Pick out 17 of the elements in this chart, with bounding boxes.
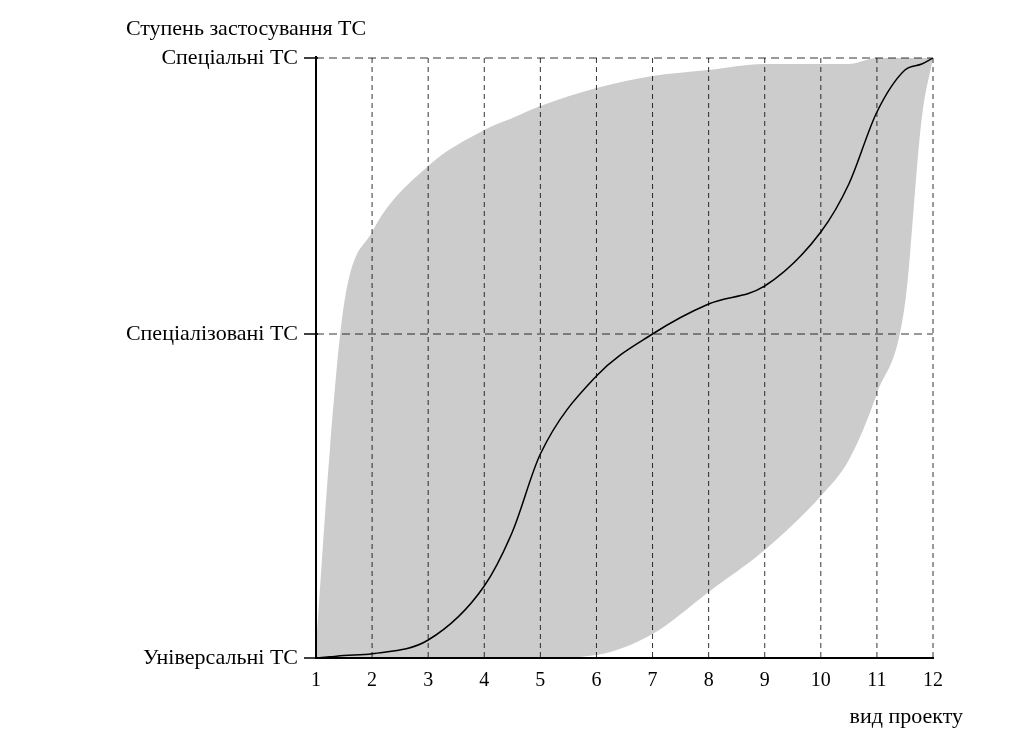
x-axis-title: вид проекту xyxy=(849,702,963,728)
x-tick-label: 8 xyxy=(703,668,714,691)
ref-line-label: Універсальні ТС xyxy=(142,643,298,669)
x-tick-label: 4 xyxy=(479,668,490,691)
x-tick-label: 6 xyxy=(591,668,602,691)
ref-line-label: Спеціалізовані ТС xyxy=(125,319,298,345)
x-tick-label: 3 xyxy=(423,668,434,691)
y-axis-title: Ступень застосування ТС xyxy=(125,14,367,40)
x-tick-label: 7 xyxy=(647,668,658,691)
x-tick-label: 5 xyxy=(535,668,546,691)
x-tick-label: 12 xyxy=(923,668,943,691)
x-tick-label: 9 xyxy=(759,668,770,691)
x-tick-label: 10 xyxy=(810,668,831,691)
ref-line-label: Спеціальні ТС xyxy=(161,43,298,69)
x-tick-label: 11 xyxy=(867,668,887,691)
x-tick-label: 1 xyxy=(311,668,321,691)
x-tick-label: 2 xyxy=(367,668,378,691)
